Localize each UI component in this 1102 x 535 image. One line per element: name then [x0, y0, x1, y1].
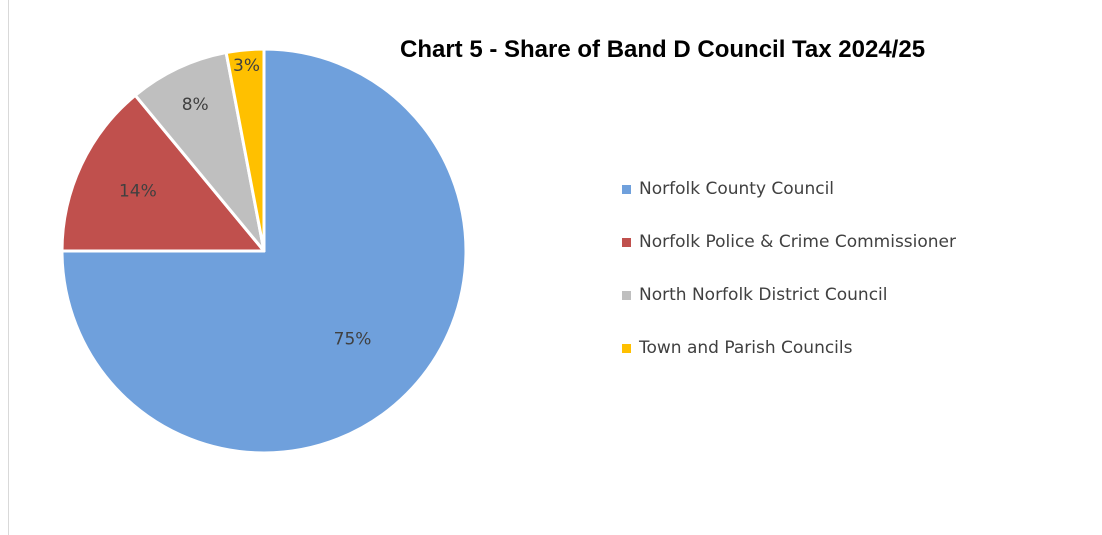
pie-chart: 75% 14% 8% 3%	[60, 47, 468, 455]
chart-frame-border	[8, 0, 9, 535]
legend-label: Norfolk Police & Crime Commissioner	[639, 232, 957, 252]
legend-swatch	[622, 237, 631, 247]
data-label-north-norfolk-district-council: 8%	[182, 95, 209, 115]
legend-item-north-norfolk-district-council: North Norfolk District Council	[622, 282, 956, 308]
pie-slice-north-norfolk-district-council	[133, 51, 266, 253]
data-label-norfolk-police-and-crime-commissioner: 14%	[119, 182, 157, 202]
legend-swatch	[622, 343, 631, 353]
legend-swatch	[622, 184, 631, 194]
chart-legend: Norfolk County Council Norfolk Police & C…	[622, 176, 956, 388]
chart-title: Chart 5 - Share of Band D Council Tax 20…	[400, 36, 926, 63]
legend-item-town-and-parish-councils: Town and Parish Councils	[622, 335, 956, 361]
legend-item-norfolk-county-council: Norfolk County Council	[622, 176, 956, 202]
pie-slice-norfolk-police-and-crime-commissioner	[60, 93, 266, 253]
legend-swatch	[622, 290, 631, 300]
legend-label: Town and Parish Councils	[639, 338, 853, 358]
legend-label: Norfolk County Council	[639, 179, 835, 199]
legend-label: North Norfolk District Council	[639, 285, 888, 305]
pie-slice-town-and-parish-councils	[224, 47, 266, 253]
data-label-town-and-parish-councils: 3%	[233, 56, 260, 76]
legend-item-norfolk-police-and-crime-commissioner: Norfolk Police & Crime Commissioner	[622, 229, 956, 255]
data-label-norfolk-county-council: 75%	[334, 330, 372, 350]
